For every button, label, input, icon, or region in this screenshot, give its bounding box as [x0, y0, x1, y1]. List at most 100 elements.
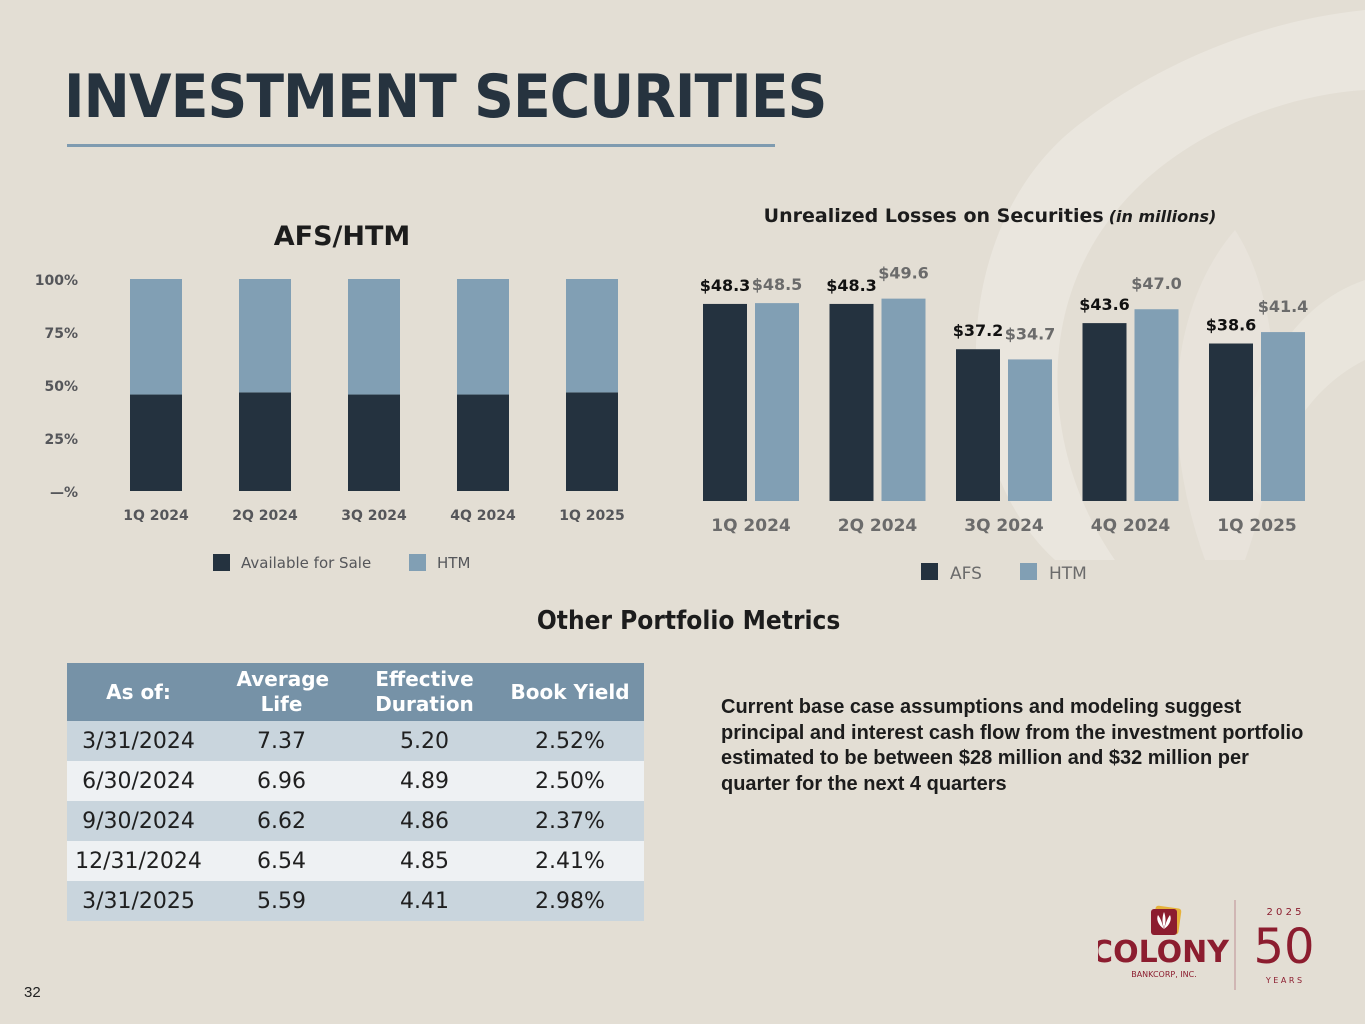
legend-label: Available for Sale [241, 554, 371, 572]
legend-swatch [213, 554, 230, 571]
table-row: 9/30/2024 6.62 4.86 2.37% [67, 801, 644, 841]
header-book-yield: Book Yield [496, 663, 644, 721]
legend-swatch [921, 563, 938, 580]
logo-sub: BANKCORP, INC. [1131, 970, 1197, 979]
bar-afs [239, 392, 291, 491]
table-cell: 5.20 [353, 721, 496, 761]
bar-htm [566, 279, 618, 393]
table-cell: 4.86 [353, 801, 496, 841]
x-tick-label: 2Q 2024 [838, 516, 918, 536]
header-average-life: Average Life [210, 663, 353, 721]
data-label: $48.3 [826, 276, 877, 295]
y-tick-label: 100% [35, 273, 78, 289]
header-average-life-text: Average Life [236, 667, 330, 716]
legend-label: AFS [950, 564, 982, 584]
chart-title-suffix: (in millions) [1109, 207, 1217, 226]
bar-afs [348, 394, 400, 491]
x-tick-label: 1Q 2025 [1217, 516, 1297, 536]
bar-afs [703, 303, 747, 501]
section-title: Other Portfolio Metrics [0, 606, 1365, 636]
table-cell: 4.89 [353, 761, 496, 801]
x-tick-label: 1Q 2024 [123, 508, 189, 524]
table-cell: 4.41 [353, 881, 496, 921]
table-cell: 2.41% [496, 841, 644, 881]
bar-afs [1082, 323, 1127, 501]
portfolio-metrics-table: As of: Average Life Effective Duration B… [67, 663, 644, 921]
data-label: $48.3 [700, 276, 751, 295]
table-cell: 2.98% [496, 881, 644, 921]
bar-afs [1209, 343, 1253, 501]
data-label: $41.4 [1258, 297, 1309, 316]
bar-htm [130, 279, 182, 395]
lotus-icon [1151, 905, 1182, 935]
table-cell: 2.37% [496, 801, 644, 841]
table-cell: 6/30/2024 [67, 761, 210, 801]
table-cell: 2.50% [496, 761, 644, 801]
table-row: 3/31/2024 7.37 5.20 2.52% [67, 721, 644, 761]
legend-swatch [409, 554, 426, 571]
header-as-of: As of: [67, 663, 210, 721]
table-row: 6/30/2024 6.96 4.89 2.50% [67, 761, 644, 801]
page-number: 32 [24, 984, 41, 1001]
data-label: $49.6 [878, 264, 929, 283]
data-label: $48.5 [752, 275, 803, 294]
x-tick-label: 3Q 2024 [964, 516, 1044, 536]
bar-htm [239, 279, 291, 393]
bar-htm [457, 279, 509, 395]
bar-afs [457, 394, 509, 491]
y-tick-label: 75% [44, 326, 78, 342]
header-effective-duration: Effective Duration [353, 663, 496, 721]
y-tick-label: —% [50, 485, 78, 501]
x-tick-label: 1Q 2024 [711, 516, 791, 536]
data-label: $43.6 [1079, 295, 1130, 314]
chart-title: Unrealized Losses on Securities (in milli… [764, 205, 1217, 227]
table-cell: 6.96 [210, 761, 353, 801]
data-label: $47.0 [1131, 274, 1182, 293]
table-cell: 5.59 [210, 881, 353, 921]
table-cell: 4.85 [353, 841, 496, 881]
legend-swatch [1020, 563, 1037, 580]
logo-year: 2 0 2 5 [1267, 907, 1302, 918]
unrealized-losses-chart: Unrealized Losses on Securities (in milli… [700, 205, 1309, 584]
table-cell: 6.54 [210, 841, 353, 881]
title-underline [67, 144, 775, 147]
bar-htm [755, 303, 799, 501]
bar-afs [956, 349, 1000, 501]
bar-htm [1134, 309, 1179, 501]
table-cell: 7.37 [210, 721, 353, 761]
x-tick-label: 1Q 2025 [559, 508, 624, 524]
table-cell: 3/31/2025 [67, 881, 210, 921]
legend-label: HTM [1049, 564, 1087, 584]
section-title-text: Other Portfolio Metrics [536, 606, 841, 636]
chart-title-main: Unrealized Losses on Securities [764, 205, 1104, 227]
logo-years: Y E A R S [1265, 976, 1302, 985]
table-row: 3/31/2025 5.59 4.41 2.98% [67, 881, 644, 921]
chart-title: AFS/HTM [274, 221, 411, 252]
logo-anniversary: 50 [1253, 919, 1314, 975]
bar-htm [348, 279, 400, 395]
bar-afs [829, 303, 874, 501]
table-cell: 2.52% [496, 721, 644, 761]
table-cell: 6.62 [210, 801, 353, 841]
table-row: 12/31/2024 6.54 4.85 2.41% [67, 841, 644, 881]
bar-htm [881, 298, 926, 501]
header-effective-duration-text: Effective Duration [375, 667, 474, 716]
x-tick-label: 2Q 2024 [232, 508, 298, 524]
x-tick-label: 4Q 2024 [450, 508, 516, 524]
y-tick-label: 50% [44, 379, 78, 395]
logo-name: COLONY [1098, 935, 1230, 970]
data-label: $38.6 [1206, 316, 1257, 335]
colony-bankcorp-logo: COLONY BANKCORP, INC. 2 0 2 5 50 Y E A R… [1098, 900, 1315, 990]
table-cell: 3/31/2024 [67, 721, 210, 761]
cash-flow-note: Current base case assumptions and modeli… [721, 696, 1304, 795]
page-title: INVESTMENT SECURITIES [64, 62, 827, 132]
bar-afs [130, 394, 182, 491]
bar-htm [1008, 359, 1052, 501]
x-tick-label: 4Q 2024 [1091, 516, 1171, 536]
table-header-row: As of: Average Life Effective Duration B… [67, 663, 644, 721]
data-label: $37.2 [953, 321, 1004, 340]
bar-afs [566, 392, 618, 491]
table-cell: 12/31/2024 [67, 841, 210, 881]
data-label: $34.7 [1005, 324, 1056, 343]
y-tick-label: 25% [44, 432, 78, 448]
